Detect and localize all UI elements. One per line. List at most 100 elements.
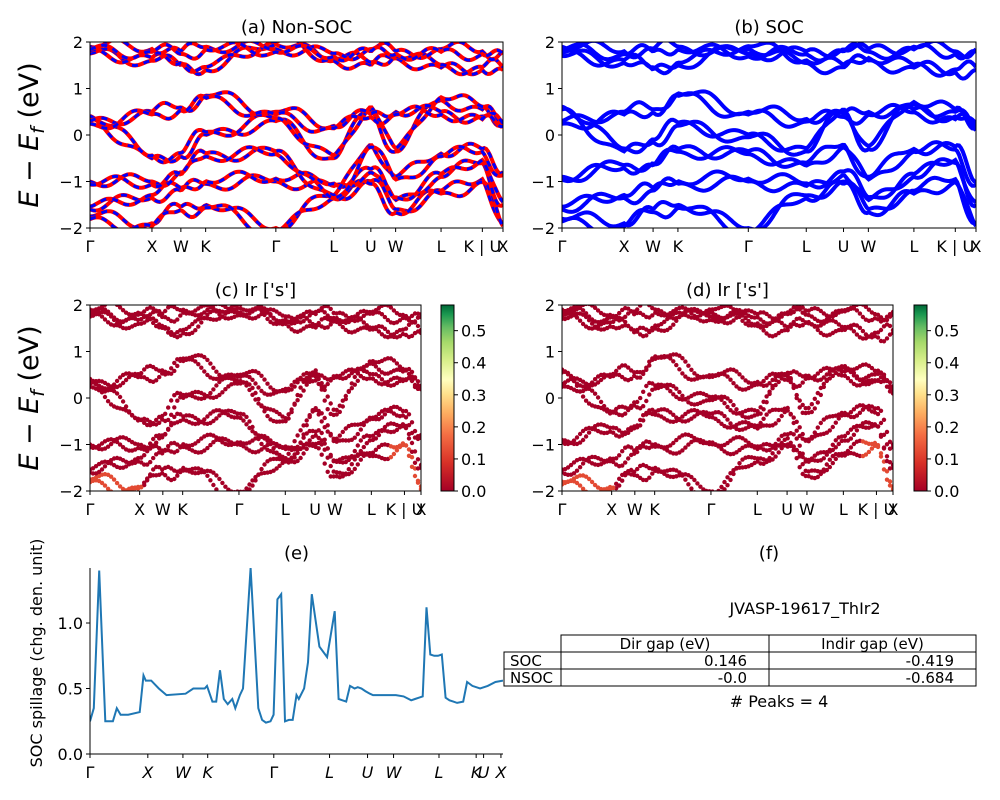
band-point [788,440,793,445]
band-point [680,448,685,453]
band-point [626,306,631,311]
band-point [322,441,327,446]
band-point [635,423,640,428]
band-point [623,460,628,465]
band-point [644,365,649,370]
band-point [872,368,878,373]
band-point [719,421,724,426]
panel-b-xtick-label: X [971,237,982,256]
panel-d-xtick-label: Γ [706,500,715,519]
band-point [343,313,348,318]
band-point [737,461,742,466]
band-point [713,491,717,495]
colorbar-tick-label: 0.4 [934,354,959,373]
panel-e-xtick-label: U [478,763,490,782]
band-point [686,308,691,313]
band-point [797,307,802,312]
band-point [322,387,327,393]
band-point [848,445,854,450]
panel-a-xtick-label: W [388,237,404,256]
band-point [199,320,204,325]
band-point [821,375,826,380]
band-point [163,473,168,478]
band-point [800,431,805,437]
band-point [776,437,781,442]
band-point [238,415,243,421]
band-point [647,359,652,364]
band-point [313,368,318,373]
band-point [638,417,643,423]
panel-a-xtick-label: L [437,237,446,256]
band-point [671,359,676,364]
band-point [586,384,592,389]
band-point [665,386,670,391]
band-point [719,446,724,452]
panel-d-ytick-label: 1 [545,343,555,362]
panel-e-title: (e) [284,543,309,564]
band-point [304,418,309,423]
band-point [698,484,703,489]
band-point [382,326,388,331]
band-point [854,323,860,328]
band-point [614,456,619,461]
panel-e-xtick-label: X [141,763,154,782]
band-point [367,453,372,459]
band-point [361,320,366,325]
panel-c-ylabel: E − Ef (eV) [14,325,49,470]
band-point [418,486,421,491]
band-point [229,493,233,497]
band-point [304,442,309,447]
band-point [196,439,201,444]
band-point [692,477,697,483]
band-point [890,312,893,317]
band-point [626,323,631,329]
band-point [142,480,147,485]
panel-b-xtick-label: X [619,237,630,256]
panel-a-xtick-label: W [173,237,189,256]
band-point [205,473,210,478]
band-point [815,474,820,480]
band-point [779,413,784,419]
band-point [629,376,634,382]
band-point [114,480,120,486]
band-point [175,363,180,369]
band-point [202,354,207,360]
band-point [734,407,739,412]
band-point [349,317,354,323]
band-point [674,437,679,443]
band-point [418,327,421,333]
band-point [349,470,354,475]
band-point [580,308,586,313]
band-point [142,453,147,458]
band-point [863,305,869,309]
band-point [725,440,730,446]
band-point [154,378,159,383]
band-point [265,310,270,315]
colorbar-tick-label: 0.0 [934,482,959,501]
band-point [785,311,790,317]
band-point [785,328,790,333]
panel-d-xtick-label: X [606,500,617,519]
panel-c-ytick-label: 0 [73,389,83,408]
band-point [580,461,586,466]
band-point [265,381,270,386]
band-point [105,388,111,393]
table-cell: -0.419 [906,652,954,670]
band-point [307,319,312,324]
band-point [223,387,228,392]
band-point [346,467,351,472]
band-point [677,367,682,372]
band-point [274,466,279,471]
band-point [391,451,397,457]
band-point [689,474,694,480]
band-point [812,430,817,435]
band-point [259,466,264,472]
panel-a-xtick-label: Γ [86,237,95,256]
band-point [758,420,763,426]
band-point [764,412,769,417]
band-point [352,374,357,380]
band-point [584,489,589,491]
band-point [328,322,333,327]
band-line [90,145,503,200]
band-point [214,487,219,491]
